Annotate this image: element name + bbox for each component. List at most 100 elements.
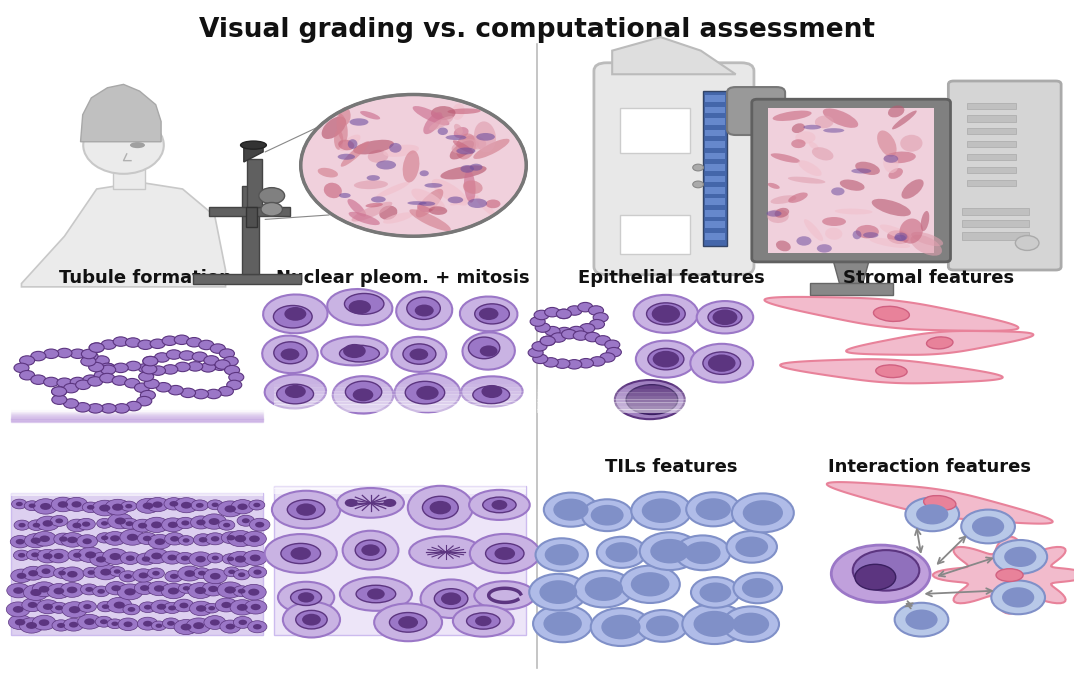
Ellipse shape [453,605,513,637]
Circle shape [162,618,179,628]
Circle shape [534,310,549,320]
Circle shape [165,570,184,582]
Ellipse shape [863,232,879,238]
Circle shape [180,624,191,630]
Polygon shape [846,331,1033,355]
Circle shape [228,570,235,574]
Bar [962,208,1029,215]
Ellipse shape [339,577,412,611]
Circle shape [31,375,46,384]
Circle shape [114,601,125,609]
Polygon shape [827,482,1053,524]
Bar [705,130,725,136]
Bar [705,221,725,228]
Circle shape [72,502,82,508]
Circle shape [113,363,128,373]
Circle shape [575,570,634,608]
Ellipse shape [403,151,420,182]
Ellipse shape [349,118,368,126]
Circle shape [174,497,199,513]
Circle shape [209,573,220,580]
Circle shape [16,502,23,506]
Ellipse shape [383,212,413,223]
Ellipse shape [403,344,436,364]
Circle shape [197,520,205,525]
Bar [705,198,725,205]
Circle shape [132,519,153,532]
Ellipse shape [349,212,380,225]
Ellipse shape [901,180,924,199]
Circle shape [154,585,164,592]
Circle shape [84,618,95,625]
Circle shape [82,522,90,526]
Circle shape [118,618,139,630]
Circle shape [97,518,113,529]
Circle shape [179,603,188,608]
Circle shape [652,305,680,323]
Bar [11,410,263,412]
Circle shape [280,348,300,360]
Circle shape [302,614,321,626]
Bar [11,414,263,415]
Circle shape [361,544,380,556]
Bar [11,419,263,421]
Circle shape [600,353,615,362]
Ellipse shape [429,207,447,215]
Ellipse shape [264,534,337,573]
Circle shape [206,389,221,399]
Ellipse shape [485,543,524,564]
Circle shape [114,569,120,574]
Ellipse shape [870,238,910,248]
Circle shape [168,555,177,560]
Bar [274,486,526,634]
Polygon shape [81,84,161,142]
Circle shape [43,603,53,610]
Ellipse shape [321,117,346,139]
Text: Nuclear pleom. + mitosis: Nuclear pleom. + mitosis [276,269,529,287]
Circle shape [68,571,77,578]
Ellipse shape [281,543,320,564]
Circle shape [47,549,70,563]
Circle shape [30,589,42,596]
Circle shape [124,574,132,579]
Polygon shape [765,297,1018,331]
Circle shape [57,378,72,387]
Circle shape [100,373,115,383]
Circle shape [708,354,736,372]
Circle shape [112,504,124,511]
Circle shape [83,375,98,384]
Circle shape [54,588,64,595]
Ellipse shape [334,130,344,150]
Circle shape [28,602,38,608]
Circle shape [126,504,132,508]
Ellipse shape [831,545,930,602]
Bar [246,207,257,227]
Ellipse shape [474,139,509,159]
Ellipse shape [466,613,500,629]
Circle shape [37,600,59,614]
Bar [537,406,789,410]
Circle shape [153,502,162,508]
Ellipse shape [648,348,684,370]
Bar [768,108,934,253]
Circle shape [107,619,122,628]
Circle shape [150,600,172,614]
Ellipse shape [423,112,442,134]
Ellipse shape [468,337,499,358]
Circle shape [143,356,158,366]
Circle shape [100,568,112,576]
Circle shape [249,518,270,531]
Circle shape [712,309,738,325]
Ellipse shape [337,154,355,160]
Circle shape [218,387,233,396]
Bar [274,398,526,402]
Circle shape [650,539,690,564]
Bar [274,461,526,467]
Ellipse shape [767,209,788,223]
Ellipse shape [474,122,496,153]
Circle shape [607,348,622,357]
Circle shape [1015,236,1039,250]
Circle shape [77,614,101,629]
Polygon shape [21,182,226,287]
Circle shape [78,547,103,563]
